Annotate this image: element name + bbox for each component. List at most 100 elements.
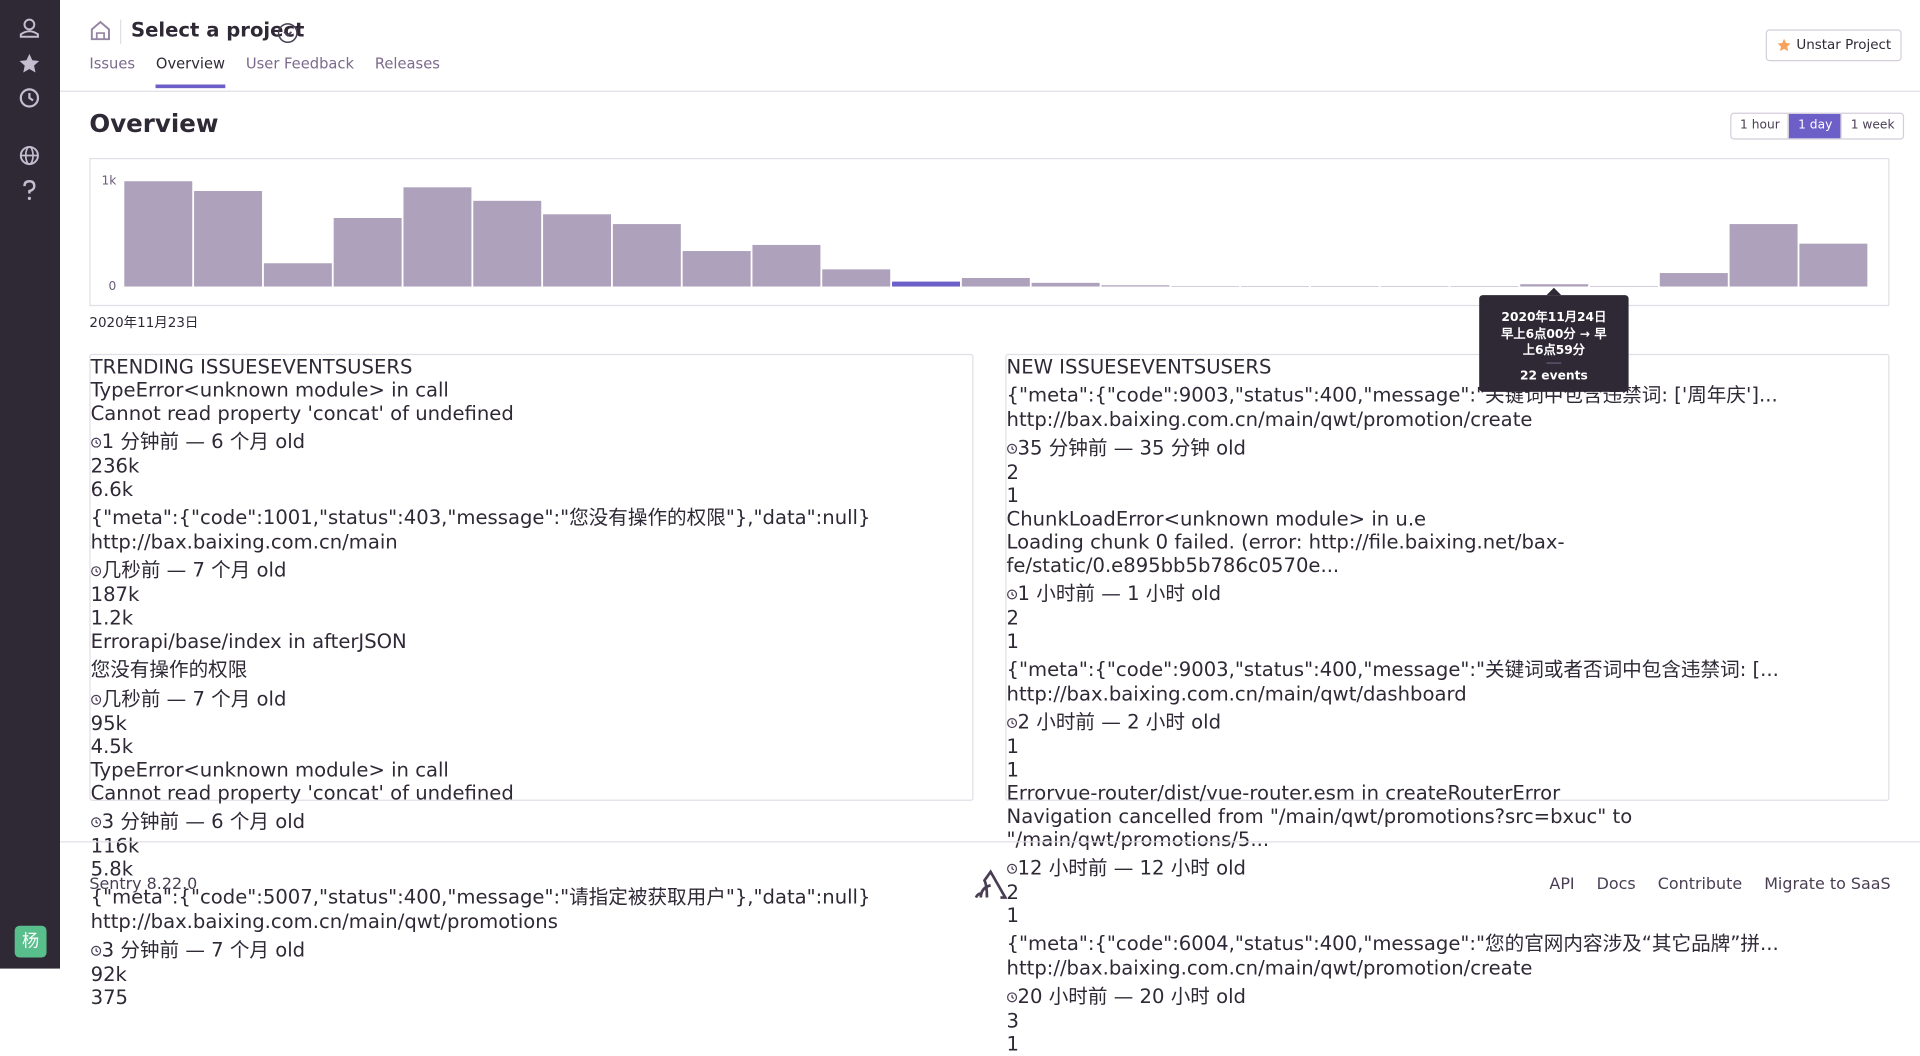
user-count: 1 (1006, 903, 1020, 927)
tooltip: 2020年11月24日 早上6点00分 → 早上6点59分 22 events (1479, 287, 1629, 392)
sidebar: 杨 (0, 0, 61, 969)
issue-time: 3 分钟前 — 6 个月 old (91, 804, 973, 833)
footer-links: API Docs Contribute Migrate to SaaS (1549, 876, 1890, 894)
bar (403, 187, 472, 287)
nav-icon[interactable] (18, 87, 40, 109)
tab[interactable]: Issues (89, 55, 136, 73)
bar (682, 251, 751, 287)
bar (333, 217, 402, 287)
issue-message: Cannot read property 'concat' of undefin… (90, 401, 514, 425)
issue-message: 您没有操作的权限 (90, 657, 248, 681)
trending-issues: TRENDING ISSUESEVENTSUSERS TypeError<unkn… (89, 353, 974, 1009)
issue-age: 3 分钟前 — 6 个月 old (101, 809, 306, 833)
bar (1450, 286, 1519, 287)
issue-time: 20 小时前 — 20 小时 old (1007, 980, 1889, 1009)
user-count: 6.6k (90, 477, 134, 501)
bar (892, 281, 961, 287)
issue-message: http://bax.baixing.com.cn/main (90, 530, 398, 554)
issue-title[interactable]: {"meta":{"code":5007,"status":400,"messa… (91, 880, 973, 909)
nav-icon[interactable] (18, 53, 40, 75)
bar (752, 244, 821, 287)
tab[interactable]: User Feedback (245, 55, 355, 73)
footer-link[interactable]: Contribute (1657, 875, 1743, 894)
issue-time: 几秒前 — 7 个月 old (91, 682, 973, 711)
footer (60, 841, 1920, 970)
event-count: 3 (1006, 1008, 1020, 1033)
bar (1590, 286, 1658, 287)
event-count: 187k (90, 582, 140, 607)
issue-row[interactable]: Errorvue-router/dist/vue-router.esm in c… (1007, 781, 1889, 927)
column-header: USERS (347, 355, 413, 379)
footer-link[interactable]: Docs (1596, 875, 1636, 894)
user-count: 1 (1006, 1032, 1020, 1056)
issue-title[interactable]: {"meta":{"code":9003,"status":400,"messa… (1007, 378, 1889, 407)
user-count: 1 (1006, 757, 1020, 782)
y-tick-label: 0 (109, 279, 117, 293)
issue-location: <unknown module> in call (183, 757, 449, 782)
issue-message: http://bax.baixing.com.cn/main/qwt/promo… (1006, 407, 1533, 432)
issue-type: TypeError (90, 757, 184, 782)
issue-title[interactable]: Errorvue-router/dist/vue-router.esm in c… (1007, 781, 1889, 804)
issue-row[interactable]: TypeError<unknown module> in call Cannot … (91, 378, 973, 500)
issue-row[interactable]: TypeError<unknown module> in call Cannot … (91, 758, 973, 880)
column-header: TRENDING ISSUES (90, 355, 270, 379)
project-selector[interactable]: Select a project (131, 18, 305, 42)
issue-type: Error (90, 629, 139, 653)
issue-title[interactable]: {"meta":{"code":1001,"status":403,"messa… (91, 501, 973, 530)
user-count: 375 (90, 985, 129, 1009)
user-count: 1.2k (90, 606, 134, 630)
button-label: Unstar Project (1796, 36, 1892, 53)
issue-row[interactable]: {"meta":{"code":9003,"status":400,"messa… (1007, 653, 1889, 782)
issue-row[interactable]: {"meta":{"code":1001,"status":403,"messa… (91, 501, 973, 630)
issue-type: {"meta":{"code":9003,"status":400,"messa… (1006, 657, 1779, 681)
tab[interactable]: Releases (374, 55, 440, 73)
issue-type: {"meta":{"code":6004,"status":400,"messa… (1006, 931, 1779, 956)
time-range-option[interactable]: 1 day (1788, 113, 1841, 139)
issue-type: ChunkLoadError (1006, 506, 1164, 531)
issue-row[interactable]: Errorapi/base/index in afterJSON 您没有操作的权限… (91, 629, 973, 758)
footer-link[interactable]: Migrate to SaaS (1764, 875, 1891, 894)
nav-icon[interactable] (18, 179, 40, 201)
event-count: 95k (90, 711, 127, 735)
bar (1310, 286, 1379, 287)
avatar[interactable]: 杨 (14, 925, 47, 958)
issue-row[interactable]: ChunkLoadError<unknown module> in u.e Loa… (1007, 507, 1889, 653)
version: Sentry 8.22.0 (89, 875, 198, 894)
issue-type: Error (1006, 781, 1055, 805)
time-range-option[interactable]: 1 hour (1740, 118, 1780, 133)
home-icon[interactable] (89, 20, 111, 42)
tooltip-date: 2020年11月24日 (1501, 311, 1607, 325)
bar (1380, 286, 1449, 287)
issue-row[interactable]: {"meta":{"code":9003,"status":400,"messa… (1007, 378, 1889, 507)
bar (1729, 224, 1798, 287)
issue-type: {"meta":{"code":1001,"status":403,"messa… (90, 505, 871, 529)
tab[interactable]: Overview (155, 55, 226, 89)
issue-title[interactable]: ChunkLoadError<unknown module> in u.e (1007, 507, 1889, 530)
chart-date: 2020年11月23日 (89, 314, 199, 331)
new-issues: NEW ISSUESEVENTSUSERS {"meta":{"code":900… (1005, 353, 1890, 1056)
tooltip-time: 早上6点00分 → 早上6点59分 (1501, 328, 1607, 358)
nav-icon[interactable] (18, 144, 40, 166)
issue-title[interactable]: {"meta":{"code":9003,"status":400,"messa… (1007, 653, 1889, 682)
bar (1031, 282, 1100, 287)
column-header: EVENTS (269, 355, 348, 379)
issue-title[interactable]: TypeError<unknown module> in call (91, 378, 973, 401)
issue-time: 2 小时前 — 2 小时 old (1007, 705, 1889, 734)
dropdown-icon[interactable] (277, 22, 299, 44)
unstar-button[interactable]: Unstar Project (1765, 29, 1903, 62)
issue-time: 12 小时前 — 12 小时 old (1007, 851, 1889, 880)
bar (1520, 284, 1589, 287)
issue-title[interactable]: TypeError<unknown module> in call (91, 758, 973, 781)
issue-title[interactable]: {"meta":{"code":6004,"status":400,"messa… (1007, 927, 1889, 956)
column-header: NEW ISSUES (1006, 355, 1129, 379)
issue-time: 35 分钟前 — 35 分钟 old (1007, 431, 1889, 460)
footer-link[interactable]: API (1549, 875, 1575, 894)
nav-icon[interactable] (18, 17, 40, 39)
issue-time: 几秒前 — 7 个月 old (91, 553, 973, 582)
tooltip-events: 22 events (1520, 369, 1588, 384)
issue-age: 3 分钟前 — 7 个月 old (101, 937, 306, 962)
time-range-option[interactable]: 1 week (1840, 113, 1903, 139)
issue-title[interactable]: Errorapi/base/index in afterJSON (91, 629, 973, 652)
header: Select a project Issues Overview User Feed… (60, 0, 1920, 92)
event-count: 116k (90, 833, 140, 858)
